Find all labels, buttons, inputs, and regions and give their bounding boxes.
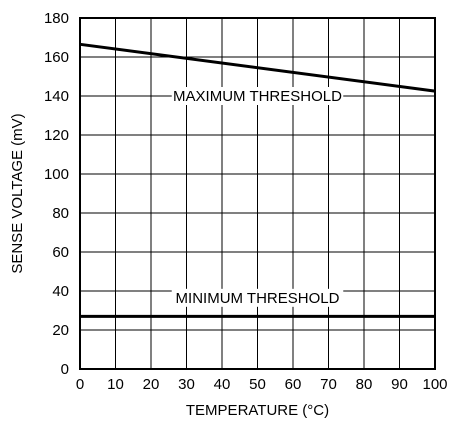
x-tick-label: 70 [320,376,337,393]
series-group [79,42,436,318]
y-tick-label: 120 [44,127,69,144]
y-tick-label: 140 [44,88,69,105]
y-tick-label: 0 [61,361,69,378]
x-tick-labels: 0 10 20 30 40 50 60 70 80 90 100 [76,376,448,393]
plot-frame [79,17,436,370]
annotation-background [171,87,344,105]
x-tick-label: 50 [249,376,266,393]
y-tick-label: 20 [52,322,69,339]
annotations: MAXIMUM THRESHOLD MINIMUM THRESHOLD [173,88,342,307]
y-tick-label: 40 [52,283,69,300]
y-tick-label: 180 [44,10,69,27]
x-tick-label: 90 [391,376,408,393]
x-tick-label: 20 [143,376,160,393]
x-tick-label: 80 [356,376,373,393]
x-tick-label: 100 [422,376,447,393]
annotation-label: MINIMUM THRESHOLD [176,290,340,307]
y-tick-label: 80 [52,205,69,222]
x-tick-label: 30 [178,376,195,393]
annotation-label: MAXIMUM THRESHOLD [173,88,342,105]
x-tick-label: 60 [285,376,302,393]
x-axis-title: TEMPERATURE (°C) [186,402,329,419]
y-axis-title: SENSE VOLTAGE (mV) [9,113,26,273]
y-tick-label: 100 [44,166,69,183]
y-tick-label: 160 [44,49,69,66]
y-tick-labels: 0 20 40 60 80 100 120 140 160 180 [44,10,69,378]
series-line-maximum [79,42,436,93]
x-tick-label: 40 [214,376,231,393]
annotation-background [171,288,344,307]
x-tick-label: 0 [76,376,84,393]
y-tick-label: 60 [52,244,69,261]
x-tick-label: 10 [107,376,124,393]
